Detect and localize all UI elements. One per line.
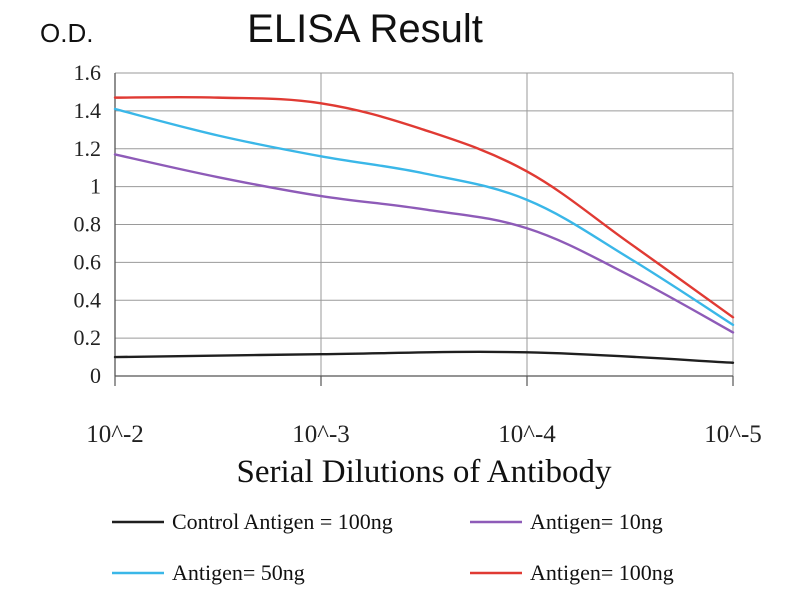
legend-label: Control Antigen = 100ng [172, 509, 393, 534]
x-tick-label: 10^-5 [704, 421, 762, 448]
series-antigen-100ng [113, 95, 735, 319]
x-axis-title: Serial Dilutions of Antibody [237, 454, 612, 490]
y-tick-label: 1.6 [74, 60, 102, 85]
y-tick-label: 0.8 [74, 212, 102, 237]
x-tick-label: 10^-2 [86, 421, 144, 448]
x-tick-label: 10^-3 [292, 421, 350, 448]
chart-title: ELISA Result [247, 7, 483, 51]
legend-label: Antigen= 50ng [172, 560, 305, 585]
legend-label: Antigen= 100ng [530, 560, 674, 585]
y-tick-label: 0.4 [74, 287, 102, 312]
y-tick-label: 0.2 [74, 325, 102, 350]
series-control-antigen-100ng [113, 350, 735, 364]
y-axis-title: O.D. [40, 18, 93, 48]
y-tick-label: 0.6 [74, 249, 102, 274]
y-tick-label: 1 [90, 174, 101, 199]
legend-label: Antigen= 10ng [530, 509, 663, 534]
y-tick-label: 1.4 [74, 98, 102, 123]
series-antigen-50ng [113, 107, 735, 327]
x-tick-label: 10^-4 [498, 421, 556, 448]
y-tick-label: 1.2 [74, 136, 102, 161]
series-antigen-10ng [113, 153, 735, 334]
y-tick-label: 0 [90, 363, 101, 388]
